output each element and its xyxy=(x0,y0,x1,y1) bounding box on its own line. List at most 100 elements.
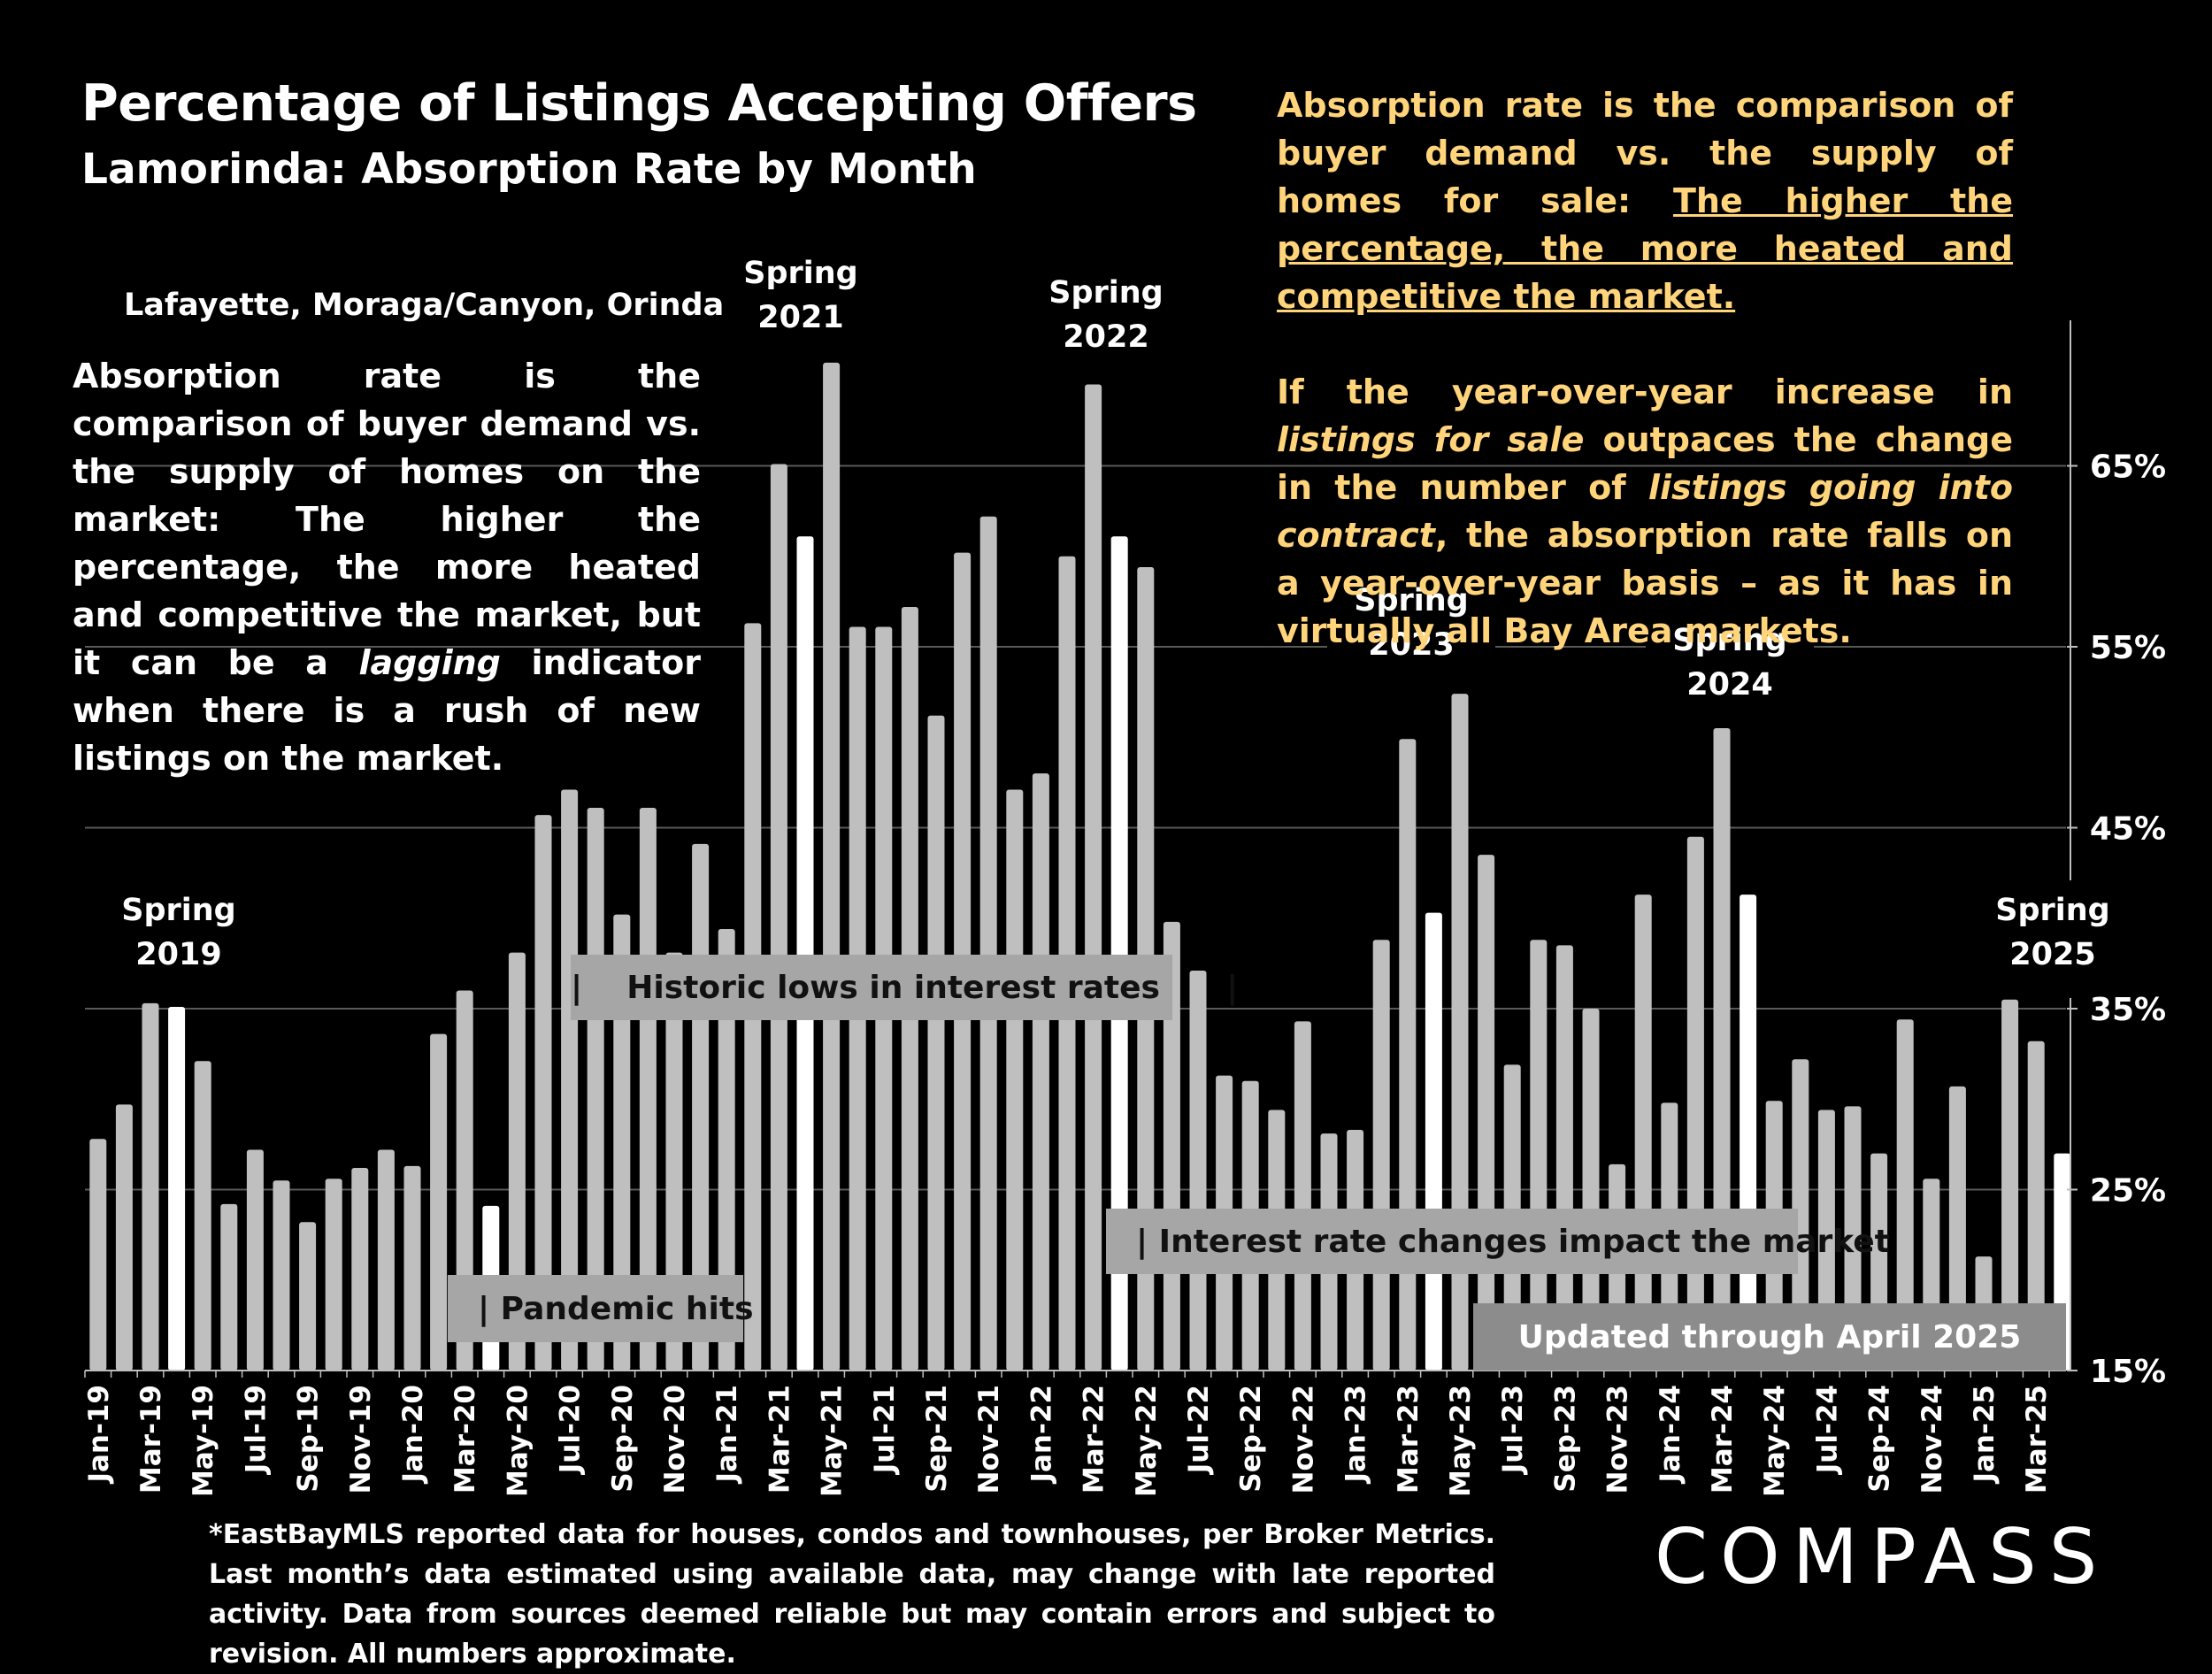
y-axis: 15% 25% 35% 45% 55% 65% xyxy=(2067,320,2166,1390)
bar-mar-22 xyxy=(1085,384,1102,1371)
updated-through-badge: Updated through April 2025 xyxy=(1473,1303,2066,1371)
bar-sep-20 xyxy=(613,914,631,1371)
bar-apr-23 xyxy=(1425,912,1442,1371)
bar-nov-21 xyxy=(979,516,997,1371)
x-tick-label: Jul-20 xyxy=(555,1385,587,1475)
x-tick-label: May-21 xyxy=(817,1385,849,1497)
bar-mar-19 xyxy=(142,1002,159,1371)
x-tick-label: Jan-19 xyxy=(83,1385,115,1485)
x-tick-label: Mar-24 xyxy=(1707,1385,1739,1494)
bar-apr-21 xyxy=(796,536,814,1371)
spring-label-line2: 2025 xyxy=(2009,937,2095,972)
bar-dec-21 xyxy=(1006,789,1024,1371)
y-tick-label: 15% xyxy=(2090,1354,2166,1390)
spring-label-bg xyxy=(1327,571,1495,668)
y-tick-label: 45% xyxy=(2090,811,2166,848)
x-tick-label: May-22 xyxy=(1131,1385,1163,1497)
x-axis: Jan-19 Mar-19 May-19 Jul-19 Sep-19 Nov-19 Jan-… xyxy=(83,1370,2066,1497)
bar-mar-24 xyxy=(1713,728,1731,1371)
bar-jun-24 xyxy=(1792,1059,1809,1371)
spring-label-line1: Spring xyxy=(1672,623,1787,658)
bar-oct-24 xyxy=(1896,1019,1914,1371)
spring-label-line1: Spring xyxy=(743,256,858,291)
x-tick-label: Jul-23 xyxy=(1497,1385,1529,1475)
areas-label: Lafayette, Moraga/Canyon, Orinda xyxy=(124,288,725,323)
bar-jun-20 xyxy=(534,815,552,1371)
x-tick-label: Jan-20 xyxy=(397,1385,429,1485)
bar-nov-20 xyxy=(665,952,683,1371)
y-tick-label: 55% xyxy=(2090,630,2166,666)
x-tick-label: May-24 xyxy=(1759,1385,1791,1497)
x-tick-label: Jan-24 xyxy=(1655,1385,1686,1485)
x-tick-label: Jan-21 xyxy=(711,1385,743,1485)
bar-nov-22 xyxy=(1294,1021,1311,1371)
y-tick-label: 65% xyxy=(2090,449,2166,486)
bar-dec-24 xyxy=(1948,1086,1966,1371)
y-tick-label: 35% xyxy=(2090,992,2166,1028)
bar-feb-23 xyxy=(1372,940,1390,1371)
bar-jan-20 xyxy=(403,1165,421,1371)
x-tick-label: Sep-22 xyxy=(1235,1385,1267,1493)
x-tick-label: Jan-22 xyxy=(1025,1385,1057,1485)
x-tick-label: May-19 xyxy=(188,1385,219,1497)
spring-label-line2: 2021 xyxy=(757,300,843,335)
bar-feb-24 xyxy=(1686,836,1704,1371)
spring-label-line2: 2019 xyxy=(135,937,221,972)
spring-label-line1: Spring xyxy=(1048,275,1164,311)
compass-logo: COMPASS xyxy=(1655,1513,2110,1601)
spring-label-line2: 2024 xyxy=(1686,667,1772,703)
x-tick-label: Jul-19 xyxy=(240,1385,272,1475)
x-tick-label: Sep-19 xyxy=(293,1385,325,1493)
x-tick-label: Jan-23 xyxy=(1340,1385,1372,1485)
pandemic-annotation: | Pandemic hits xyxy=(448,1275,754,1342)
chart-title: Percentage of Listings Accepting Offers xyxy=(81,74,1197,133)
bar-nov-19 xyxy=(351,1167,369,1371)
bar-mar-21 xyxy=(770,464,787,1371)
x-tick-label: Mar-21 xyxy=(764,1385,795,1494)
bar-apr-22 xyxy=(1110,536,1128,1371)
bar-may-23 xyxy=(1451,694,1469,1371)
bar-feb-25 xyxy=(2001,999,2019,1371)
x-tick-label: May-20 xyxy=(502,1385,534,1497)
x-tick-label: Mar-25 xyxy=(2021,1385,2053,1494)
bar-apr-24 xyxy=(1740,895,1757,1371)
footnote: *EastBayMLS reported data for houses, co… xyxy=(209,1519,1495,1670)
x-tick-label: Jul-22 xyxy=(1183,1385,1215,1475)
x-tick-label: Nov-21 xyxy=(973,1385,1005,1494)
bar-jul-20 xyxy=(561,789,579,1371)
left-explanation: Absorption rate is the comparison of buy… xyxy=(73,357,701,778)
x-tick-label: Jul-21 xyxy=(869,1385,901,1475)
bar-may-19 xyxy=(194,1061,211,1371)
x-tick-label: Mar-20 xyxy=(449,1385,481,1494)
bar-jun-23 xyxy=(1478,855,1495,1371)
bar-oct-19 xyxy=(325,1179,342,1371)
y-tick-label: 25% xyxy=(2090,1173,2166,1209)
bar-jul-19 xyxy=(246,1149,264,1371)
spring-label-line1: Spring xyxy=(1995,893,2110,928)
historic-lows-annotation: | Historic lows in interest rates | xyxy=(571,955,1238,1020)
x-tick-label: Sep-24 xyxy=(1864,1385,1896,1493)
bar-sep-19 xyxy=(299,1222,317,1371)
bar-jan-22 xyxy=(1032,773,1049,1371)
bar-jan-21 xyxy=(718,929,735,1371)
x-tick-label: Sep-21 xyxy=(921,1385,953,1493)
x-tick-label: Sep-20 xyxy=(607,1385,639,1493)
bar-may-20 xyxy=(508,952,526,1371)
bar-dec-23 xyxy=(1634,895,1652,1371)
bar-apr-19 xyxy=(168,1006,186,1371)
x-tick-label: Nov-22 xyxy=(1287,1385,1319,1494)
spring-label-bg xyxy=(1646,610,1814,708)
spring-label-line1: Spring xyxy=(121,893,236,928)
bar-oct-20 xyxy=(639,808,657,1371)
spring-label-line2: 2023 xyxy=(1368,627,1454,663)
x-tick-label: May-23 xyxy=(1445,1385,1477,1497)
x-tick-label: Nov-24 xyxy=(1916,1385,1948,1494)
x-tick-label: Mar-23 xyxy=(1393,1385,1425,1494)
bar-may-21 xyxy=(823,362,841,1371)
x-tick-label: Nov-19 xyxy=(345,1385,377,1494)
bar-sep-21 xyxy=(927,715,945,1371)
bar-oct-23 xyxy=(1582,1009,1600,1371)
bar-feb-20 xyxy=(430,1033,448,1371)
x-tick-label: Sep-23 xyxy=(1549,1385,1581,1493)
bar-jun-19 xyxy=(220,1203,238,1371)
